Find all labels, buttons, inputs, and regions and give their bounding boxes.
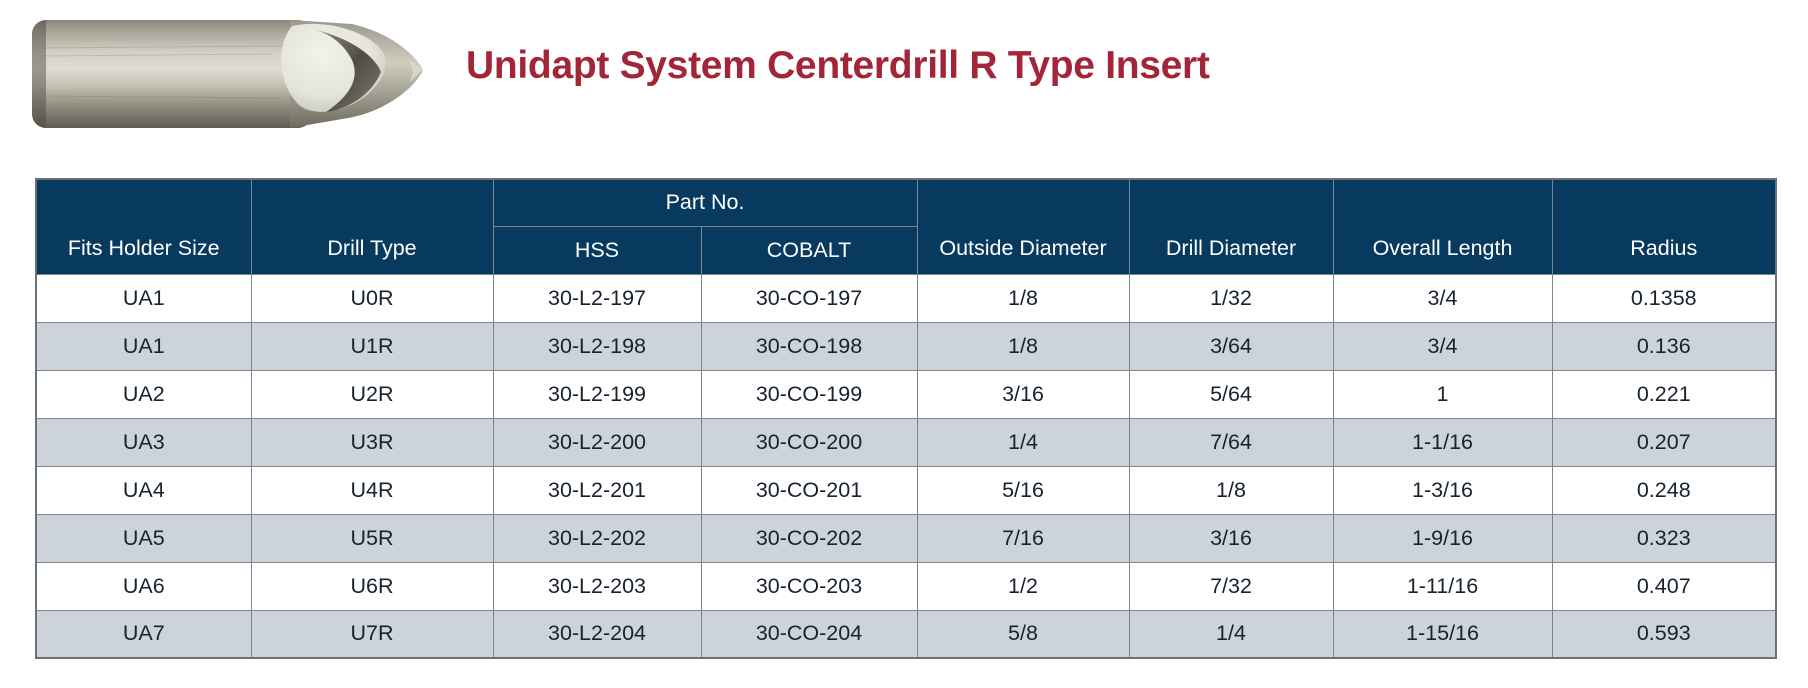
spec-table: Fits Holder Size Drill Type Part No. Out… bbox=[35, 178, 1777, 659]
cell-radius: 0.248 bbox=[1551, 465, 1777, 515]
cell-hss: 30-L2-199 bbox=[492, 369, 702, 419]
cell-drill-type: U1R bbox=[250, 321, 494, 371]
cell-hss: 30-L2-204 bbox=[492, 609, 702, 659]
cell-outside-diameter: 1/2 bbox=[916, 561, 1130, 611]
col-header-outside-diameter: Outside Diameter bbox=[916, 178, 1130, 275]
table-row: UA1 U0R 30-L2-197 30-CO-197 1/8 1/32 3/4 0.1358 bbox=[35, 273, 1777, 323]
cell-outside-diameter: 5/16 bbox=[916, 465, 1130, 515]
cell-drill-type: U6R bbox=[250, 561, 494, 611]
centerdrill-photo-image bbox=[32, 20, 423, 128]
cell-hss: 30-L2-202 bbox=[492, 513, 702, 563]
cell-hss: 30-L2-200 bbox=[492, 417, 702, 467]
col-header-part-no: Part No. bbox=[492, 178, 918, 227]
cell-hss: 30-L2-197 bbox=[492, 273, 702, 323]
col-header-hss: HSS bbox=[492, 225, 702, 275]
cell-cobalt: 30-CO-197 bbox=[700, 273, 918, 323]
cell-fits-holder-size: UA4 bbox=[35, 465, 252, 515]
table-row: UA6 U6R 30-L2-203 30-CO-203 1/2 7/32 1-11/16 0.… bbox=[35, 561, 1777, 611]
cell-drill-diameter: 7/64 bbox=[1128, 417, 1334, 467]
spec-table-body: UA1 U0R 30-L2-197 30-CO-197 1/8 1/32 3/4 0.1358… bbox=[35, 273, 1777, 659]
cell-outside-diameter: 1/8 bbox=[916, 321, 1130, 371]
table-row: UA4 U4R 30-L2-201 30-CO-201 5/16 1/8 1-3/16 0.2… bbox=[35, 465, 1777, 515]
cell-drill-type: U0R bbox=[250, 273, 494, 323]
cell-radius: 0.207 bbox=[1551, 417, 1777, 467]
page-title: Unidapt System Centerdrill R Type Insert bbox=[466, 44, 1210, 87]
cell-drill-diameter: 7/32 bbox=[1128, 561, 1334, 611]
col-header-cobalt: COBALT bbox=[700, 225, 918, 275]
cell-radius: 0.136 bbox=[1551, 321, 1777, 371]
cell-fits-holder-size: UA3 bbox=[35, 417, 252, 467]
cell-overall-length: 1-15/16 bbox=[1332, 609, 1553, 659]
cell-cobalt: 30-CO-198 bbox=[700, 321, 918, 371]
cell-fits-holder-size: UA1 bbox=[35, 321, 252, 371]
cell-drill-diameter: 1/8 bbox=[1128, 465, 1334, 515]
product-photo bbox=[30, 8, 425, 134]
cell-cobalt: 30-CO-201 bbox=[700, 465, 918, 515]
cell-cobalt: 30-CO-200 bbox=[700, 417, 918, 467]
cell-drill-diameter: 3/16 bbox=[1128, 513, 1334, 563]
cell-drill-diameter: 5/64 bbox=[1128, 369, 1334, 419]
table-row: UA7 U7R 30-L2-204 30-CO-204 5/8 1/4 1-15/16 0.5… bbox=[35, 609, 1777, 659]
col-header-drill-diameter: Drill Diameter bbox=[1128, 178, 1334, 275]
cell-radius: 0.221 bbox=[1551, 369, 1777, 419]
cell-drill-diameter: 3/64 bbox=[1128, 321, 1334, 371]
cell-outside-diameter: 5/8 bbox=[916, 609, 1130, 659]
cell-fits-holder-size: UA1 bbox=[35, 273, 252, 323]
cell-cobalt: 30-CO-199 bbox=[700, 369, 918, 419]
cell-overall-length: 1-11/16 bbox=[1332, 561, 1553, 611]
col-header-overall-length: Overall Length bbox=[1332, 178, 1553, 275]
cell-cobalt: 30-CO-202 bbox=[700, 513, 918, 563]
cell-radius: 0.407 bbox=[1551, 561, 1777, 611]
cell-drill-type: U7R bbox=[250, 609, 494, 659]
cell-drill-type: U2R bbox=[250, 369, 494, 419]
cell-hss: 30-L2-201 bbox=[492, 465, 702, 515]
cell-fits-holder-size: UA2 bbox=[35, 369, 252, 419]
cell-overall-length: 1-9/16 bbox=[1332, 513, 1553, 563]
table-row: UA1 U1R 30-L2-198 30-CO-198 1/8 3/64 3/4 0.136 bbox=[35, 321, 1777, 371]
cell-radius: 0.593 bbox=[1551, 609, 1777, 659]
col-header-radius: Radius bbox=[1551, 178, 1777, 275]
cell-cobalt: 30-CO-204 bbox=[700, 609, 918, 659]
cell-hss: 30-L2-203 bbox=[492, 561, 702, 611]
cell-overall-length: 3/4 bbox=[1332, 321, 1553, 371]
col-header-drill-type: Drill Type bbox=[250, 178, 494, 275]
cell-drill-diameter: 1/4 bbox=[1128, 609, 1334, 659]
table-row: UA2 U2R 30-L2-199 30-CO-199 3/16 5/64 1 0.221 bbox=[35, 369, 1777, 419]
table-row: UA5 U5R 30-L2-202 30-CO-202 7/16 3/16 1-9/16 0.… bbox=[35, 513, 1777, 563]
cell-radius: 0.1358 bbox=[1551, 273, 1777, 323]
col-header-fits-holder-size: Fits Holder Size bbox=[35, 178, 252, 275]
cell-overall-length: 1-1/16 bbox=[1332, 417, 1553, 467]
cell-drill-type: U5R bbox=[250, 513, 494, 563]
cell-cobalt: 30-CO-203 bbox=[700, 561, 918, 611]
cell-outside-diameter: 1/4 bbox=[916, 417, 1130, 467]
cell-overall-length: 3/4 bbox=[1332, 273, 1553, 323]
cell-drill-diameter: 1/32 bbox=[1128, 273, 1334, 323]
cell-overall-length: 1-3/16 bbox=[1332, 465, 1553, 515]
cell-drill-type: U4R bbox=[250, 465, 494, 515]
cell-radius: 0.323 bbox=[1551, 513, 1777, 563]
cell-fits-holder-size: UA7 bbox=[35, 609, 252, 659]
cell-overall-length: 1 bbox=[1332, 369, 1553, 419]
cell-fits-holder-size: UA5 bbox=[35, 513, 252, 563]
cell-hss: 30-L2-198 bbox=[492, 321, 702, 371]
cell-outside-diameter: 3/16 bbox=[916, 369, 1130, 419]
table-row: UA3 U3R 30-L2-200 30-CO-200 1/4 7/64 1-1/16 0.2… bbox=[35, 417, 1777, 467]
spec-table-header: Fits Holder Size Drill Type Part No. Out… bbox=[35, 178, 1777, 275]
cell-outside-diameter: 7/16 bbox=[916, 513, 1130, 563]
cell-outside-diameter: 1/8 bbox=[916, 273, 1130, 323]
cell-drill-type: U3R bbox=[250, 417, 494, 467]
cell-fits-holder-size: UA6 bbox=[35, 561, 252, 611]
